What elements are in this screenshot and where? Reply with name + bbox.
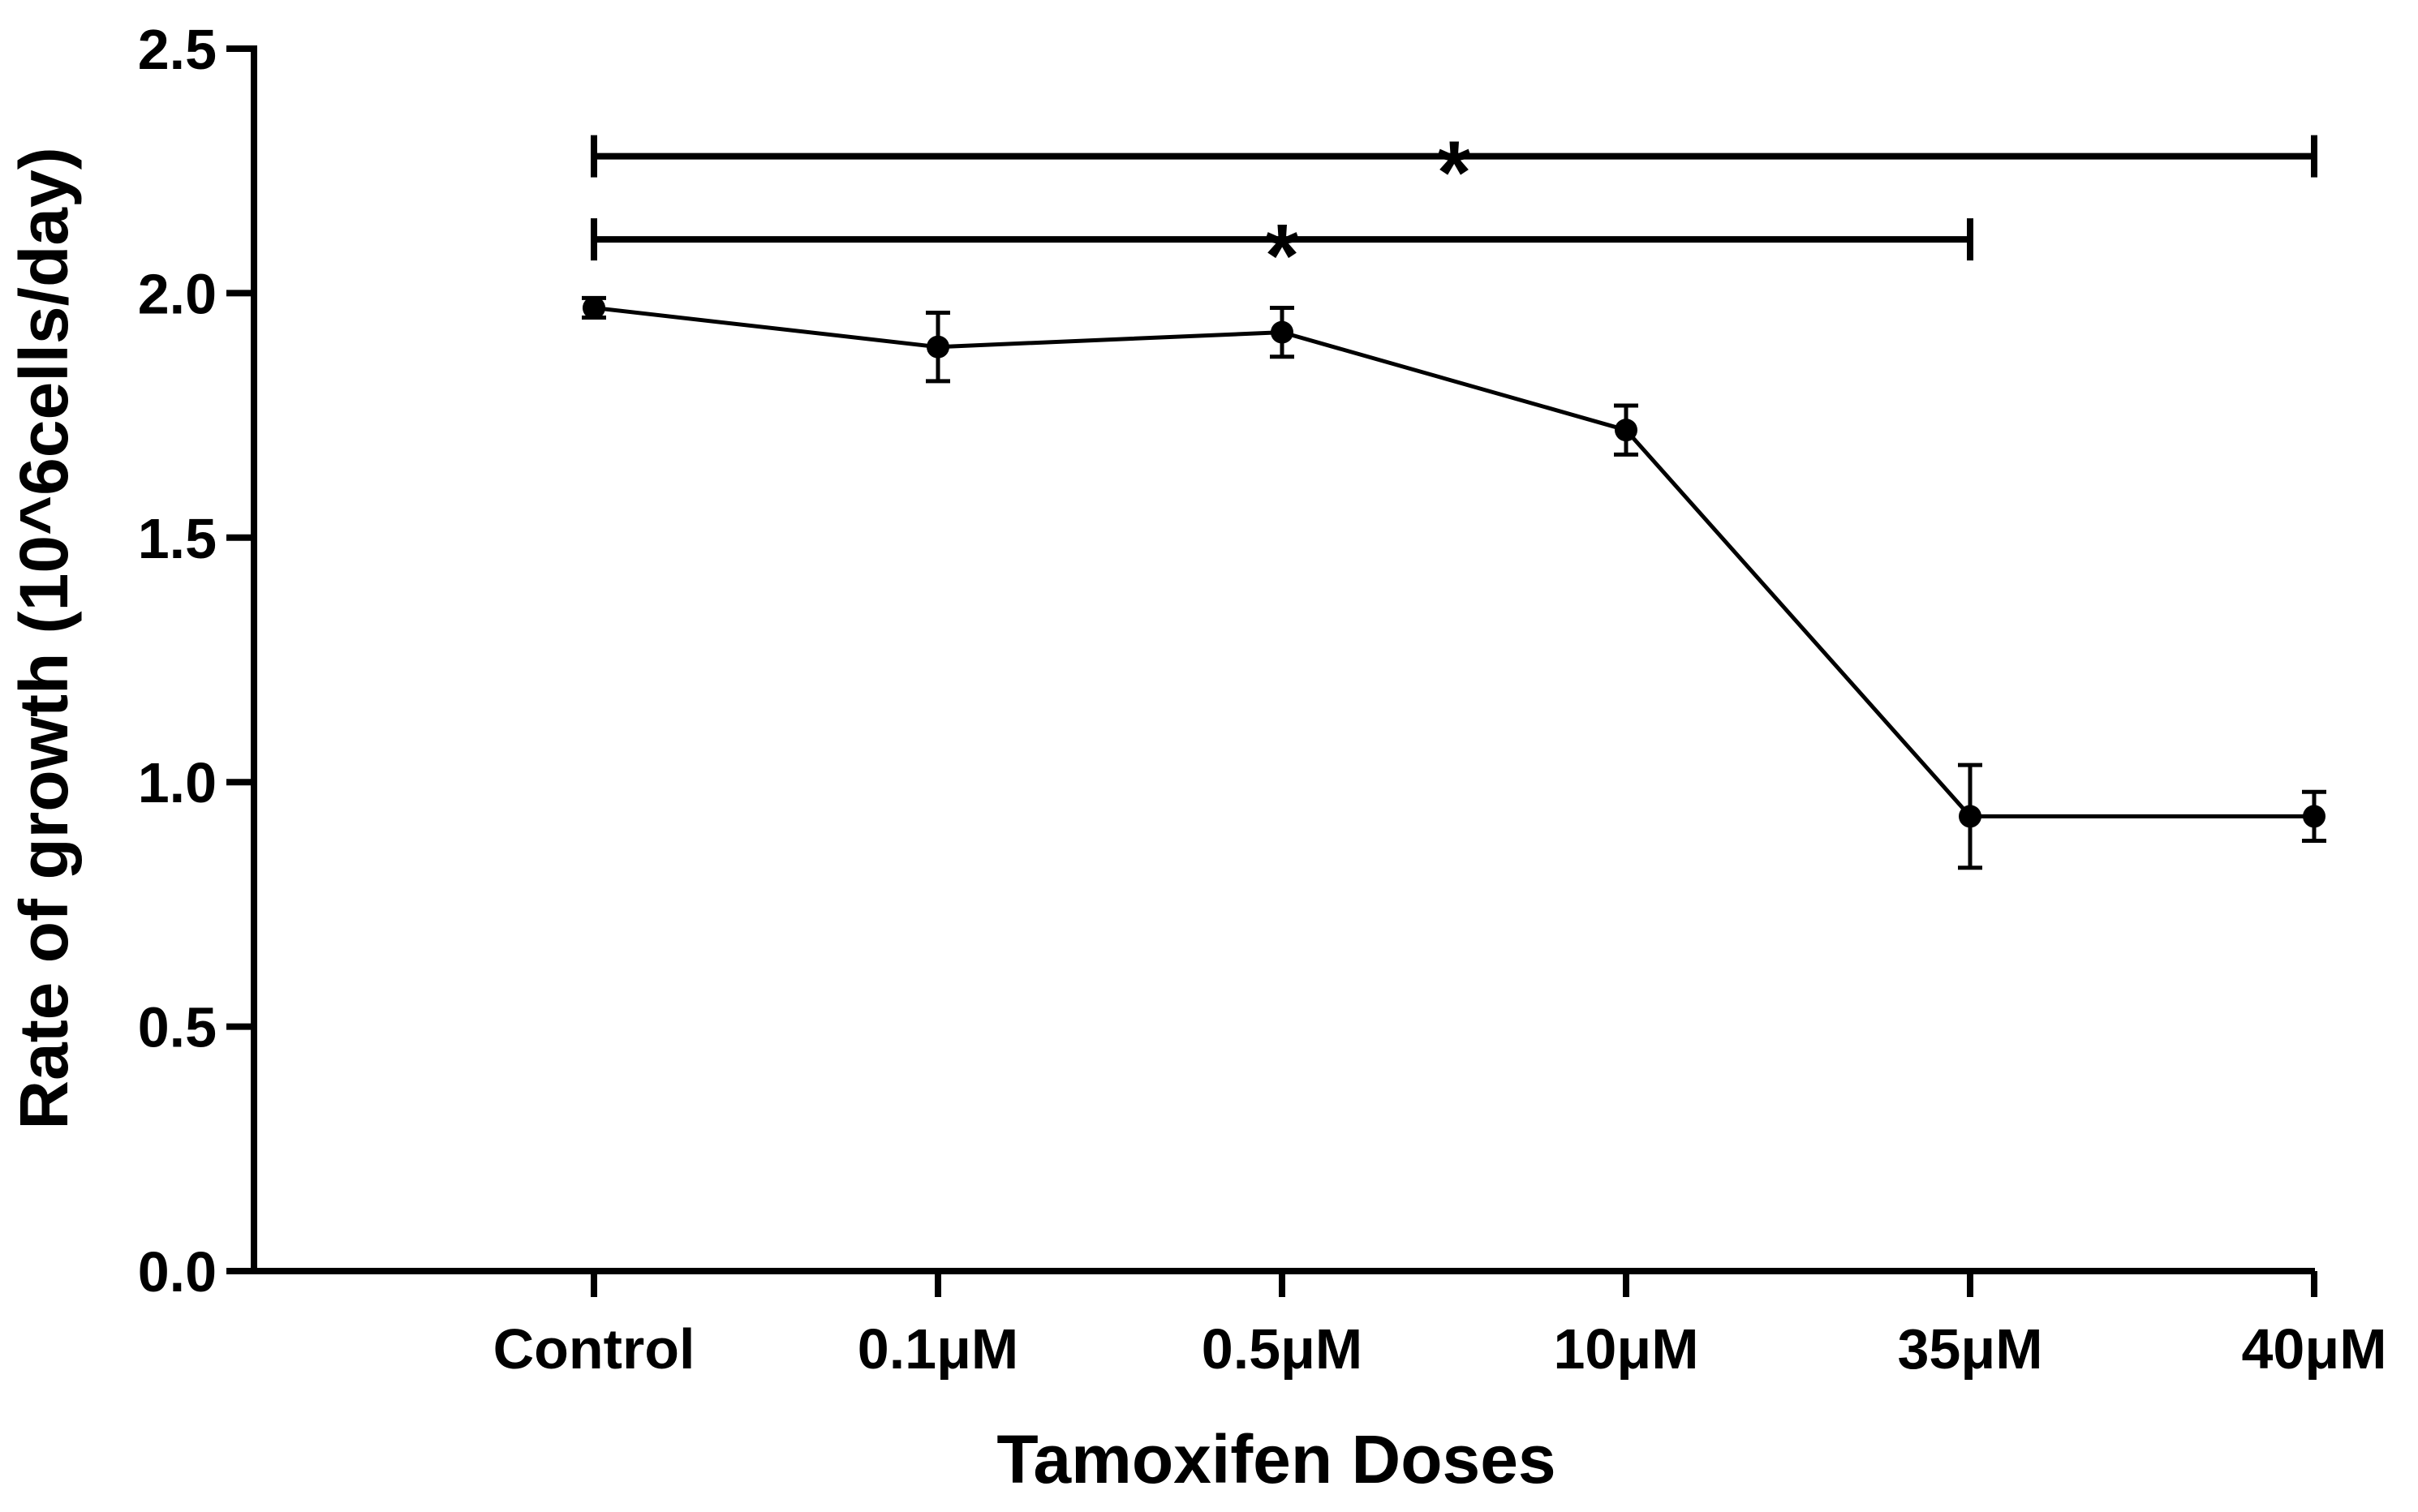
axes: 0.0 0.5 1.0 1.5 2.0 2.5 Control 0.1μM 0.5μM 10μM 3…	[138, 18, 2387, 1381]
y-tick-label: 2.5	[138, 18, 217, 81]
data-point	[2303, 805, 2325, 828]
significance-star: *	[1437, 123, 1472, 223]
data-point	[1615, 419, 1637, 442]
data-point	[1959, 805, 1981, 828]
data-point	[1271, 320, 1293, 344]
significance-annotations: **	[591, 123, 2317, 306]
x-tick-label: 35μM	[1898, 1317, 2043, 1381]
x-tick-label: 40μM	[2242, 1317, 2387, 1381]
data-point	[583, 296, 605, 320]
y-tick-label: 1.5	[138, 507, 217, 570]
x-tick-label: Control	[493, 1317, 695, 1381]
x-tick-label: 0.5μM	[1202, 1317, 1362, 1381]
y-axis-title: Rate of growth (10^6cells/day)	[6, 147, 82, 1129]
significance-star: *	[1265, 206, 1300, 306]
data-point	[927, 335, 949, 359]
y-tick-label: 2.0	[138, 262, 217, 325]
x-tick-label: 0.1μM	[858, 1317, 1018, 1381]
y-tick-label: 1.0	[138, 751, 217, 814]
series-line	[593, 306, 2314, 818]
y-tick-label: 0.5	[138, 996, 217, 1059]
x-axis-title: Tamoxifen Doses	[996, 1421, 1555, 1497]
data-series	[582, 295, 2326, 870]
x-tick-label: 10μM	[1554, 1317, 1699, 1381]
y-tick-label: 0.0	[138, 1240, 217, 1304]
